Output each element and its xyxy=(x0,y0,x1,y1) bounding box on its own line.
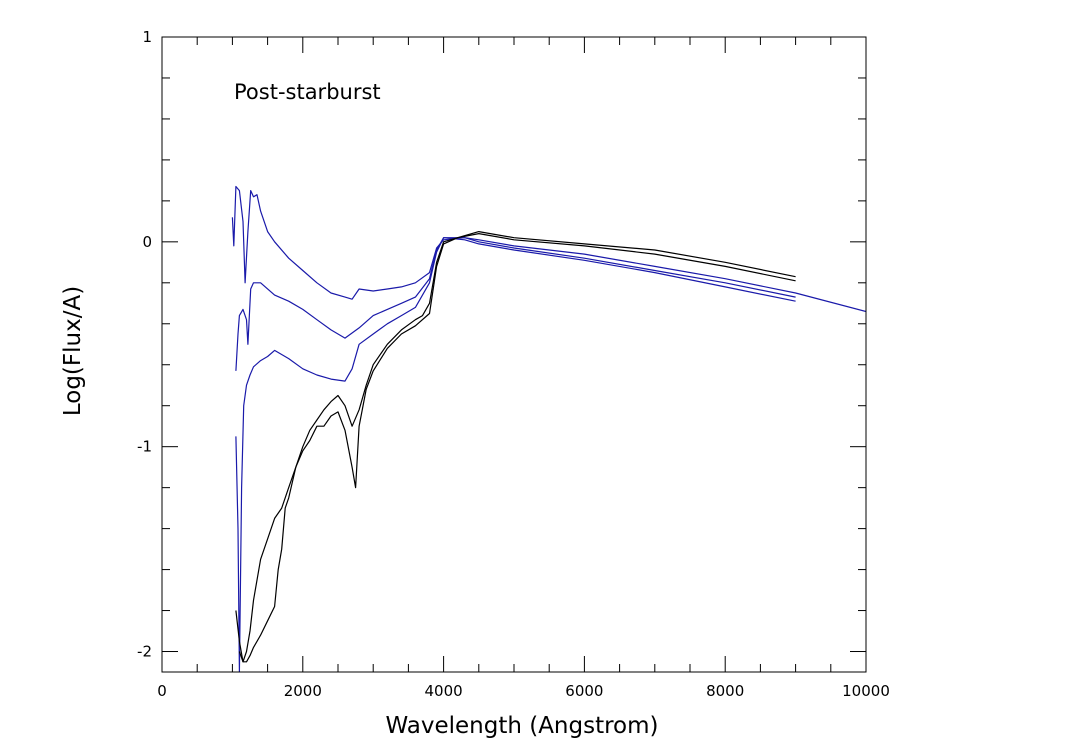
y-tick-label: 0 xyxy=(142,233,152,251)
tick-layer xyxy=(161,36,867,672)
x-tick-label: 0 xyxy=(157,682,167,700)
series-line-5 xyxy=(238,233,796,663)
y-tick-label: -2 xyxy=(137,643,152,661)
series-line-1 xyxy=(231,185,866,313)
series-layer xyxy=(231,185,866,672)
y-axis-title: Log(Flux/A) xyxy=(60,286,86,416)
tick-label-layer: 0 2000 4000 6000 8000 10000 -2 -1 0 1 xyxy=(137,28,890,700)
x-tick-label: 8000 xyxy=(706,682,744,700)
chart-annotation: Post-starburst xyxy=(234,80,381,104)
y-tick-label: -1 xyxy=(137,438,152,456)
y-tick-label: 1 xyxy=(142,28,152,46)
x-tick-label: 2000 xyxy=(284,682,322,700)
series-line-2 xyxy=(235,237,796,371)
x-tick-label: 10000 xyxy=(842,682,890,700)
x-tick-label: 6000 xyxy=(565,682,603,700)
x-axis-title: Wavelength (Angstrom) xyxy=(385,713,658,739)
x-tick-label: 4000 xyxy=(425,682,463,700)
series-line-3 xyxy=(235,237,796,672)
